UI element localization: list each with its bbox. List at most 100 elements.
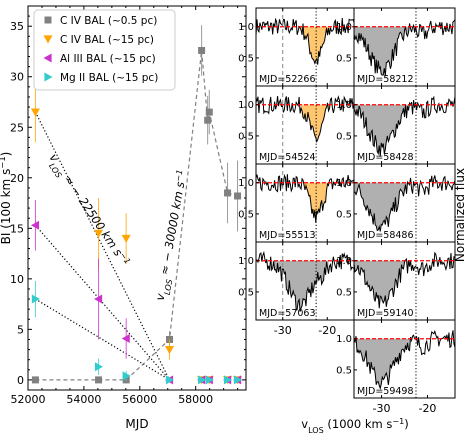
- absorption-shade: [354, 182, 411, 232]
- y-tick-label: 1.0: [336, 178, 352, 189]
- absorption-shade: [354, 338, 411, 389]
- mjd-label: MJD=55513: [259, 230, 316, 241]
- spectrum-line: [256, 17, 354, 65]
- mjd-label: MJD=59140: [357, 308, 414, 319]
- data-point: [122, 371, 131, 381]
- y-tick-label: 0.5: [336, 209, 352, 220]
- mjd-label: MJD=58212: [357, 74, 414, 85]
- absorption-shade: [301, 104, 331, 142]
- mjd-label: MJD=58486: [357, 230, 414, 241]
- spectrum-panel: MJD=58428 0.5 1.0: [336, 85, 456, 165]
- data-point: [205, 108, 213, 116]
- absorption-shade: [354, 26, 411, 77]
- legend-label: C IV BAL (~15 pc): [60, 34, 154, 46]
- spectrum-line: [354, 251, 455, 309]
- spectrum-line: [354, 19, 455, 77]
- y-axis-label: BI (100 km s−1): [0, 152, 13, 245]
- legend-marker: [43, 35, 53, 44]
- spectrum-line: [256, 250, 354, 312]
- mjd-label: MJD=54524: [259, 152, 316, 163]
- legend-label: C IV BAL (~0.5 pc): [60, 15, 157, 27]
- x-tick-label: 52000: [11, 393, 46, 406]
- y-tick-label: 1.0: [238, 256, 254, 267]
- data-point: [234, 192, 242, 200]
- spectrum-line: [256, 95, 354, 143]
- y-axis-label: Normalized flux: [453, 168, 467, 262]
- y-tick-label: 0.5: [238, 53, 254, 64]
- x-tick-label: 54000: [66, 393, 101, 406]
- spectrum-panel: MJD=59498 0.5 1.0: [336, 319, 456, 399]
- annotation-22500: vLOS ≈ − 22500 km s−1: [44, 151, 133, 271]
- legend-marker: [43, 53, 52, 63]
- y-tick-label: 0.5: [336, 53, 352, 64]
- y-tick-label: 0.5: [336, 365, 352, 376]
- data-point: [224, 189, 232, 197]
- spectra-grid: MJD=52266 0.5 1.0 MJD=58212 0.5 1.0 MJD=54524 0…: [238, 7, 467, 435]
- y-tick-label: 10: [10, 273, 24, 286]
- mjd-label: MJD=58428: [357, 152, 414, 163]
- absorption-shade: [354, 104, 411, 157]
- data-point: [30, 108, 40, 117]
- spectrum-line: [256, 173, 354, 223]
- y-tick-label: 20: [10, 172, 24, 185]
- y-tick-label: 1.0: [238, 22, 254, 33]
- y-tick-label: 5: [17, 323, 24, 336]
- spectrum-line: [354, 175, 455, 232]
- x-tick-label: -20: [318, 324, 336, 337]
- y-tick-label: 0.5: [238, 209, 254, 220]
- y-tick-label: 1.0: [336, 22, 352, 33]
- x-tick-label: -30: [274, 324, 292, 337]
- legend-marker: [44, 16, 52, 24]
- mjd-label: MJD=52266: [259, 74, 316, 85]
- y-tick-label: 30: [10, 71, 24, 84]
- data-point: [198, 375, 207, 385]
- legend-label: Al III BAL (~15 pc): [60, 53, 156, 65]
- spectrum-panel: MJD=57063 0.5 1.0: [238, 241, 355, 321]
- x-tick-label: 58000: [178, 393, 213, 406]
- data-point: [204, 116, 212, 124]
- data-point: [121, 333, 130, 343]
- data-point: [95, 376, 103, 384]
- legend-frame: [33, 9, 176, 91]
- data-point: [94, 229, 104, 238]
- y-tick-label: 0: [17, 374, 24, 387]
- data-point: [31, 294, 40, 304]
- data-point: [198, 46, 206, 54]
- x-axis-label: MJD: [125, 417, 148, 431]
- trend-line: [34, 111, 171, 381]
- spectrum-panel: MJD=54524 0.5 1.0: [238, 85, 355, 165]
- trend-line: [34, 224, 170, 381]
- data-point: [165, 345, 175, 355]
- data-point: [233, 375, 243, 385]
- y-tick-label: 0.5: [336, 131, 352, 142]
- y-tick-label: 1.0: [336, 334, 352, 345]
- data-point: [223, 375, 233, 385]
- spectrum-panel: MJD=52266 0.5 1.0: [238, 7, 355, 87]
- mjd-label: MJD=57063: [259, 308, 316, 319]
- x-tick-label: 56000: [122, 393, 157, 406]
- mjd-label: MJD=59498: [357, 386, 414, 397]
- spectrum-panel: MJD=59140 0.5 1.0: [336, 241, 456, 321]
- y-tick-label: 0.5: [238, 287, 254, 298]
- data-point: [31, 376, 39, 384]
- data-point: [94, 362, 104, 372]
- data-point: [121, 234, 131, 243]
- data-point: [94, 294, 103, 304]
- spectrum-panel: MJD=58486 0.5 1.0: [336, 163, 456, 243]
- legend-label: Mg II BAL (~15 pc): [60, 72, 158, 84]
- trend-line: [35, 298, 170, 381]
- y-tick-label: 0.5: [336, 287, 352, 298]
- y-tick-label: 1.0: [336, 100, 352, 111]
- y-tick-label: 25: [10, 121, 24, 134]
- bi-vs-mjd-chart: 52000 54000 56000 58000 0 5 10 15 20 25 30 35 MJD BI …: [0, 5, 247, 431]
- y-tick-label: 1.0: [238, 178, 254, 189]
- spectrum-panel: MJD=58212 0.5 1.0: [336, 7, 456, 87]
- y-tick-label: 1.0: [336, 256, 352, 267]
- y-tick-label: 15: [10, 222, 24, 235]
- series-line-civ-0.5pc: [35, 50, 238, 381]
- y-tick-label: 35: [10, 20, 24, 33]
- legend: C IV BAL (~0.5 pc) C IV BAL (~15 pc) Al II…: [33, 9, 176, 91]
- x-axis-label: vLOS (1000 km s−1): [301, 417, 408, 435]
- panel-frame: [353, 319, 456, 399]
